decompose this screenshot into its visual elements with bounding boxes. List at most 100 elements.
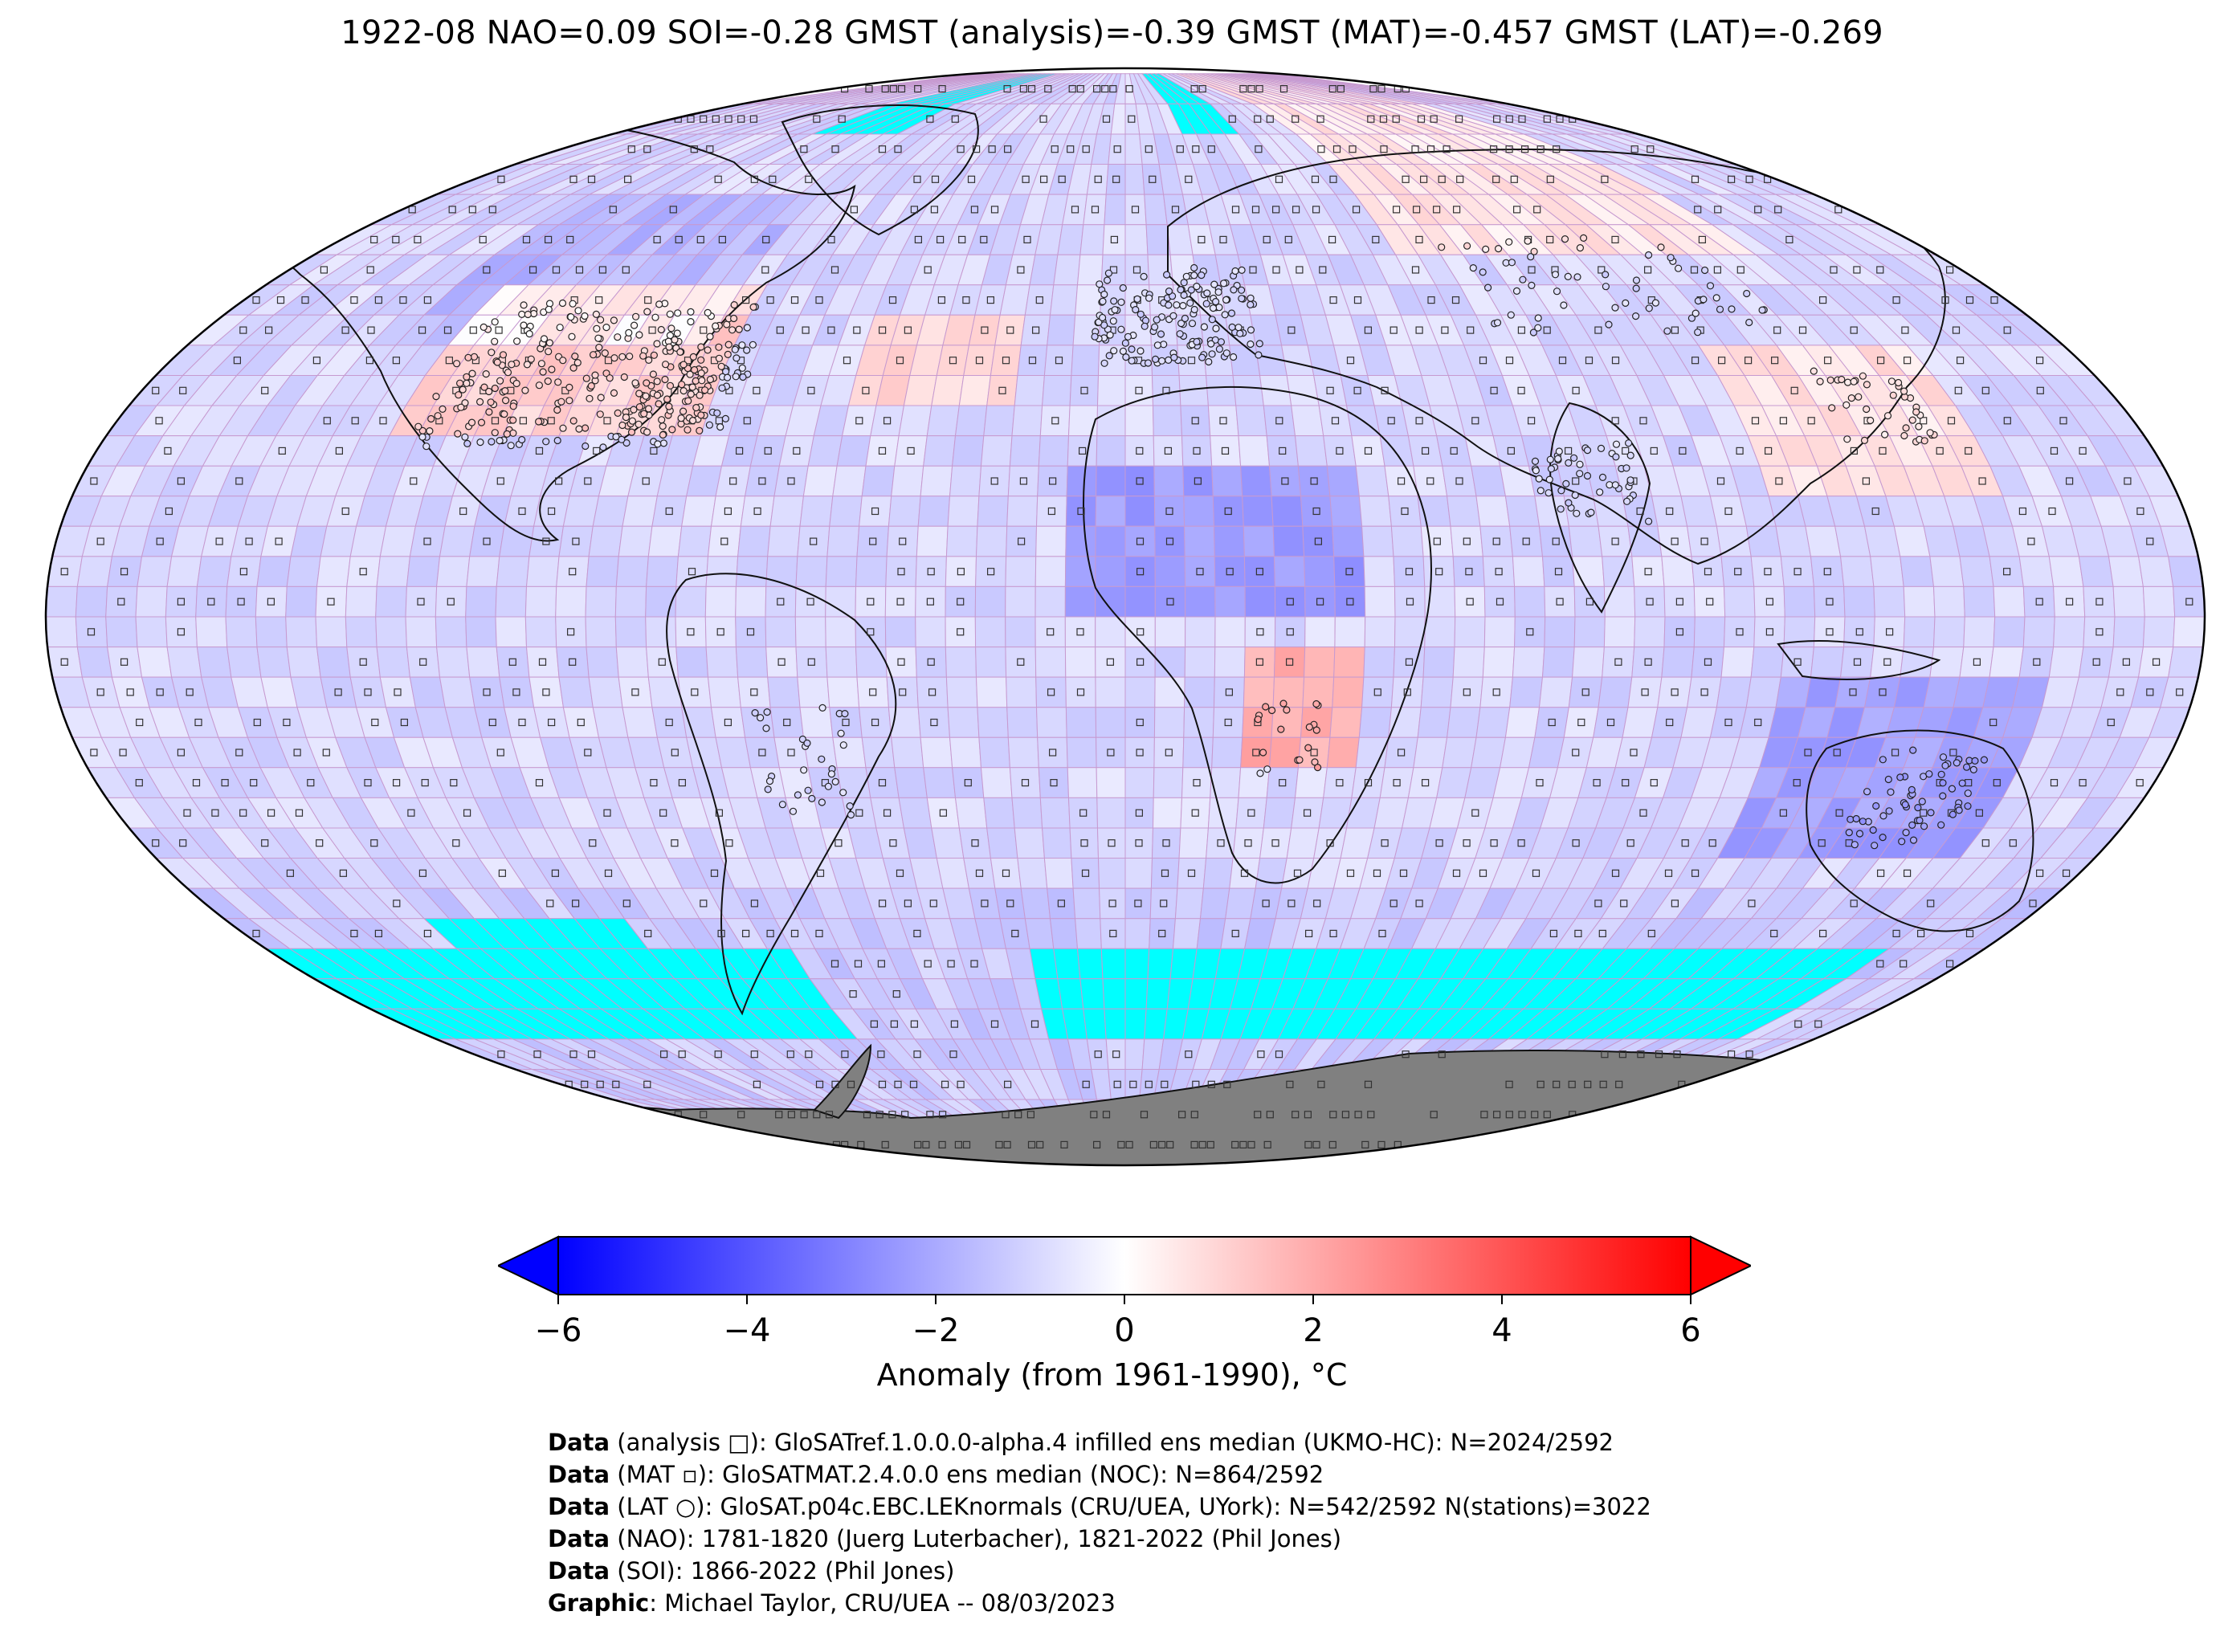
grid-cell [379, 525, 416, 557]
grid-cell [767, 676, 801, 708]
station-marker [827, 770, 836, 778]
station-marker [1151, 355, 1160, 363]
grid-cell [891, 465, 924, 497]
analysis-marker [825, 1111, 834, 1119]
analysis-marker [913, 175, 921, 183]
station-marker [1531, 457, 1540, 465]
grid-cell [1504, 496, 1540, 527]
grid-cell [107, 647, 143, 678]
analysis-marker [589, 839, 597, 847]
analysis-marker [815, 296, 823, 304]
analysis-marker [120, 568, 129, 576]
analysis-marker [1135, 839, 1143, 847]
colorbar-ticks: −6 −4 −2 0 2 4 6 [535, 1295, 1701, 1349]
grid-cell [886, 525, 919, 557]
grid-cell [1329, 496, 1363, 527]
analysis-marker [1611, 537, 1619, 545]
grid-cell [1007, 736, 1039, 769]
analysis-marker [1700, 537, 1708, 545]
station-marker [743, 346, 751, 354]
grid-cell [1318, 405, 1353, 437]
analysis-marker [1793, 778, 1801, 787]
analysis-marker [1262, 899, 1270, 908]
analysis-marker [1304, 1111, 1312, 1119]
grid-cell [898, 797, 932, 829]
analysis-marker [575, 266, 584, 274]
analysis-marker [1452, 206, 1461, 214]
grid-cell [1240, 465, 1272, 497]
grid-cell [1202, 858, 1234, 889]
analysis-marker [1263, 1140, 1271, 1149]
analysis-marker [1598, 266, 1606, 274]
station-marker [1247, 294, 1255, 302]
grid-cell [1504, 707, 1540, 738]
analysis-marker [587, 1050, 596, 1059]
analysis-marker [119, 748, 127, 757]
grid-cell [2138, 647, 2174, 678]
station-marker [1168, 292, 1177, 300]
grid-cell [1232, 375, 1264, 406]
station-marker [756, 714, 765, 722]
station-marker [1885, 807, 1893, 815]
analysis-marker [1058, 175, 1066, 183]
analysis-marker [1165, 507, 1173, 516]
analysis-marker [1240, 869, 1249, 877]
station-marker [643, 308, 651, 316]
grid-cell [1272, 525, 1305, 557]
grid-cell [1304, 616, 1336, 648]
analysis-marker [87, 628, 96, 636]
grid-cell [1873, 616, 1906, 648]
grid-cell [855, 585, 887, 618]
analysis-marker [1198, 1140, 1206, 1149]
analysis-marker [544, 235, 553, 243]
grid-cell [1180, 797, 1211, 829]
grid-cell [1153, 435, 1184, 467]
grid-cell [2022, 585, 2055, 618]
grid-cell [558, 676, 594, 708]
analysis-marker [351, 417, 359, 425]
analysis-marker [96, 688, 104, 696]
grid-cell [409, 676, 446, 708]
credit-text: (analysis □): GloSATref.1.0.0.0-alpha.4 … [610, 1429, 1614, 1456]
station-marker [1605, 320, 1613, 328]
grid-cell [1538, 525, 1573, 557]
analysis-marker [962, 1140, 971, 1149]
grid-cell [1214, 556, 1246, 587]
analysis-marker [2176, 688, 2184, 696]
analysis-marker [1505, 1080, 1513, 1088]
grid-cell [947, 496, 980, 527]
analysis-marker [870, 1020, 879, 1028]
analysis-marker [1463, 688, 1471, 696]
station-marker [1920, 822, 1928, 830]
analysis-marker [245, 537, 253, 545]
analysis-marker [1564, 447, 1573, 455]
grid-cell [645, 616, 677, 648]
station-marker [496, 437, 504, 445]
analysis-marker [1022, 175, 1030, 183]
station-marker [1937, 821, 1945, 829]
grid-cell [1413, 465, 1448, 497]
station-marker [599, 443, 607, 451]
grid-cell [1593, 707, 1629, 738]
analysis-marker [897, 658, 905, 666]
grid-cell [715, 736, 751, 769]
analysis-marker [1078, 447, 1087, 455]
grid-cell [1304, 585, 1336, 618]
analysis-marker [2003, 568, 2011, 576]
analysis-marker [1190, 1111, 1198, 1119]
grid-cell [1153, 465, 1185, 497]
analysis-marker [1426, 477, 1434, 485]
grid-cell [735, 647, 769, 678]
analysis-marker [519, 417, 528, 425]
analysis-marker [239, 809, 247, 817]
analysis-marker [1527, 417, 1536, 425]
analysis-marker [1109, 85, 1117, 93]
station-marker [539, 368, 547, 376]
analysis-marker [312, 357, 320, 365]
grid-cell [647, 525, 683, 557]
grid-cell [1573, 585, 1606, 618]
analysis-marker [1528, 266, 1536, 274]
station-marker [1553, 288, 1561, 296]
grid-cell [1153, 767, 1184, 798]
analysis-marker [603, 809, 611, 817]
